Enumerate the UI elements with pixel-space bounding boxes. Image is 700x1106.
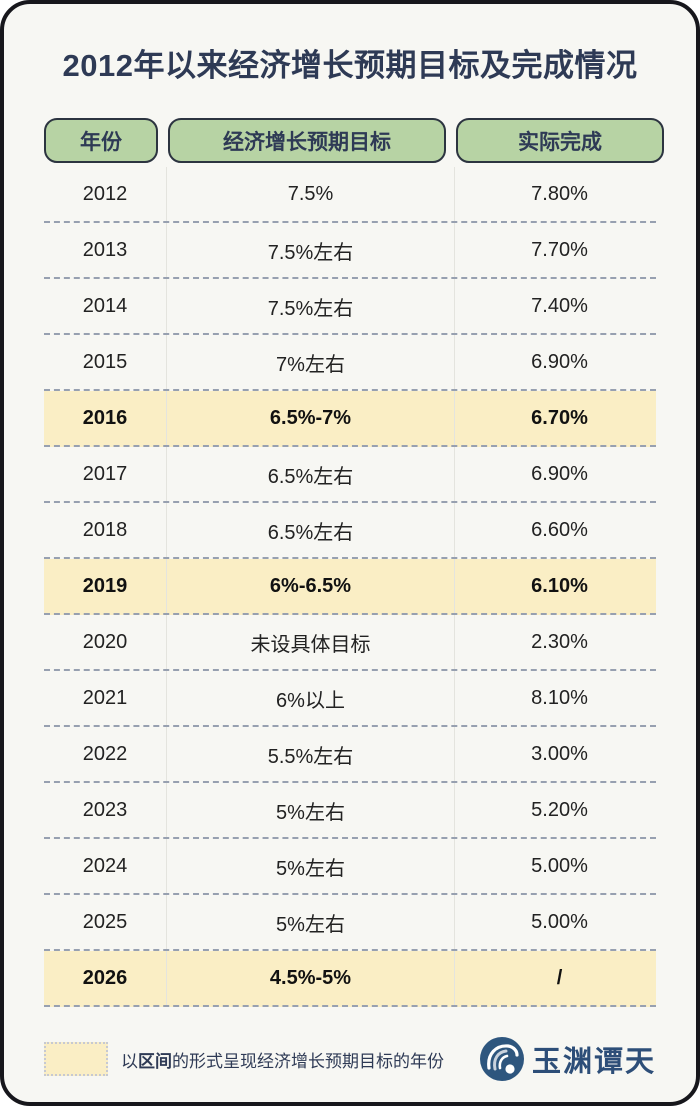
target-cell: 6.5%-7% <box>166 391 454 445</box>
actual-cell: 5.00% <box>454 895 664 949</box>
logo-text: 玉渊谭天 <box>531 1044 656 1078</box>
yuyuan-tantian-logo-icon <box>479 1037 524 1081</box>
table-row: 2020 未设具体目标 2.30% <box>44 615 656 671</box>
table-row: 2026 4.5%-5% / <box>44 951 656 1007</box>
year-cell: 2018 <box>82 518 128 541</box>
target-cell: 6%以上 <box>166 671 454 725</box>
target-cell: 7.5% <box>166 167 454 221</box>
year-cell: 2022 <box>82 742 128 765</box>
legend-swatch <box>44 1042 108 1076</box>
table-row: 2015 7%左右 6.90% <box>44 335 656 391</box>
header-growth-target: 经济增长预期目标 <box>168 118 446 163</box>
target-cell: 6%-6.5% <box>166 559 454 613</box>
table-row: 2019 6%-6.5% 6.10% <box>44 559 656 615</box>
table-row: 2021 6%以上 8.10% <box>44 671 656 727</box>
target-cell: 未设具体目标 <box>166 615 454 669</box>
table-row: 2017 6.5%左右 6.90% <box>44 447 656 503</box>
year-cell: 2026 <box>82 966 128 989</box>
year-cell: 2024 <box>82 854 128 877</box>
target-cell: 7.5%左右 <box>166 223 454 277</box>
actual-cell: 6.90% <box>454 447 664 501</box>
actual-cell: 5.20% <box>454 783 664 837</box>
target-cell: 6.5%左右 <box>166 503 454 557</box>
actual-cell: 7.70% <box>454 223 664 277</box>
legend-prefix: 以 <box>121 1051 138 1071</box>
actual-cell: 6.70% <box>454 391 664 445</box>
actual-cell: 2.30% <box>454 615 664 669</box>
table-row: 2022 5.5%左右 3.00% <box>44 727 656 783</box>
table-row: 2016 6.5%-7% 6.70% <box>44 391 656 447</box>
table-header: 年份 经济增长预期目标 实际完成 <box>44 118 664 163</box>
actual-cell: / <box>454 951 664 1005</box>
target-cell: 5%左右 <box>166 839 454 893</box>
target-cell: 4.5%-5% <box>166 951 454 1005</box>
year-cell: 2017 <box>82 462 128 485</box>
year-cell: 2016 <box>82 406 128 429</box>
target-cell: 5%左右 <box>166 895 454 949</box>
year-cell: 2012 <box>82 182 128 205</box>
header-actual-completion: 实际完成 <box>456 118 664 163</box>
table-row: 2023 5%左右 5.20% <box>44 783 656 839</box>
page-title: 2012年以来经济增长预期目标及完成情况 <box>62 48 638 83</box>
target-cell: 5.5%左右 <box>166 727 454 781</box>
target-cell: 7%左右 <box>166 335 454 389</box>
actual-cell: 7.40% <box>454 279 664 333</box>
actual-cell: 6.10% <box>454 559 664 613</box>
actual-cell: 6.60% <box>454 503 664 557</box>
year-cell: 2025 <box>82 910 128 933</box>
actual-cell: 5.00% <box>454 839 664 893</box>
target-cell: 5%左右 <box>166 783 454 837</box>
actual-cell: 8.10% <box>454 671 664 725</box>
year-cell: 2023 <box>82 798 128 821</box>
year-cell: 2019 <box>82 574 128 597</box>
year-cell: 2013 <box>82 238 128 261</box>
logo: 玉渊谭天 <box>479 1037 656 1081</box>
target-cell: 7.5%左右 <box>166 279 454 333</box>
legend-text: 以区间的形式呈现经济增长预期目标的年份 <box>121 1047 444 1072</box>
table-row: 2025 5%左右 5.00% <box>44 895 656 951</box>
table-row: 2024 5%左右 5.00% <box>44 839 656 895</box>
legend-suffix: 的形式呈现经济增长预期目标的年份 <box>172 1051 444 1071</box>
legend-bold-term: 区间 <box>138 1051 172 1071</box>
year-cell: 2020 <box>82 630 128 653</box>
year-cell: 2021 <box>82 686 128 709</box>
table-row: 2012 7.5% 7.80% <box>44 167 656 223</box>
footer: 以区间的形式呈现经济增长预期目标的年份 玉渊谭天 <box>44 1037 656 1081</box>
actual-cell: 7.80% <box>454 167 664 221</box>
target-cell: 6.5%左右 <box>166 447 454 501</box>
table-body: 2012 7.5% 7.80% 2013 7.5%左右 7.70% 2014 7.5%左右 7.… <box>44 167 656 1007</box>
header-year: 年份 <box>44 118 158 163</box>
table-row: 2013 7.5%左右 7.70% <box>44 223 656 279</box>
year-cell: 2015 <box>82 350 128 373</box>
table-row: 2014 7.5%左右 7.40% <box>44 279 656 335</box>
table-row: 2018 6.5%左右 6.60% <box>44 503 656 559</box>
actual-cell: 3.00% <box>454 727 664 781</box>
actual-cell: 6.90% <box>454 335 664 389</box>
year-cell: 2014 <box>82 294 128 317</box>
